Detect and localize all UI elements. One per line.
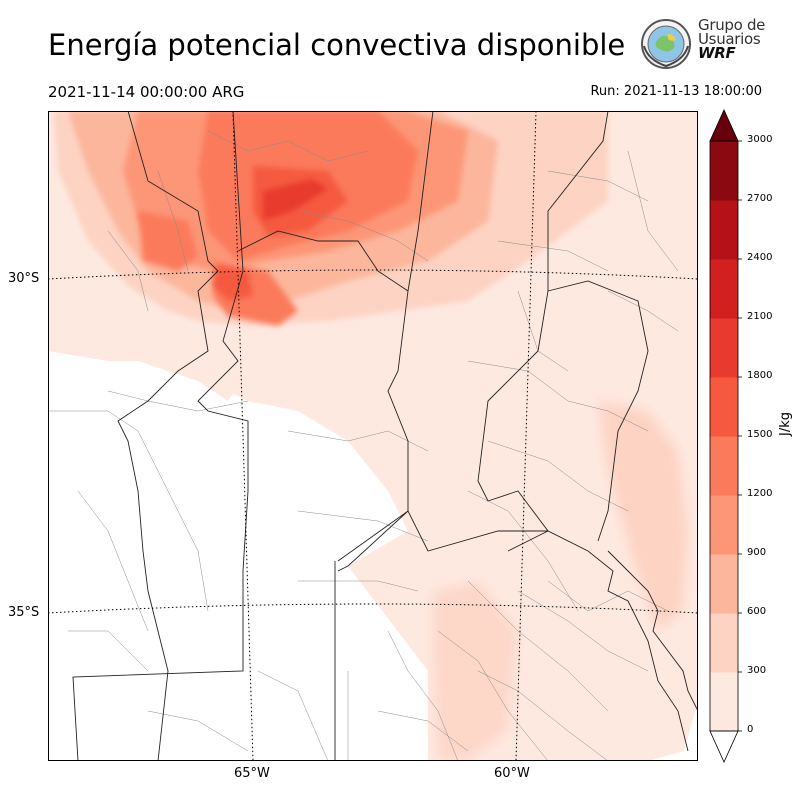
lat-label-35s: 35°S: [8, 605, 40, 620]
province-lines: [72, 111, 698, 761]
colorbar-bin-1200: [710, 436, 738, 496]
colorbar-extend-min: [709, 730, 739, 763]
province-cordoba-north: [237, 230, 409, 572]
colorbar-tick-label: 3000: [747, 134, 773, 145]
colorbar-bin-2700: [710, 141, 738, 201]
colorbar-bin-900: [710, 495, 738, 555]
cape-band-300-600-south: [433, 581, 518, 761]
province-entre-rios: [547, 280, 649, 542]
colorbar-bin-2400: [710, 200, 738, 260]
colorbar-tick-label: 1200: [747, 488, 773, 499]
department-lines: [48, 130, 679, 761]
colorbar-tick-label: 2400: [747, 252, 773, 263]
cape-band-1500-1800-south: [213, 266, 253, 301]
map-frame: [48, 111, 698, 761]
map-title: Energía potencial convectiva disponible: [48, 28, 626, 62]
lon-label-60w: 60°W: [494, 766, 530, 781]
meridian-60w: [515, 111, 537, 761]
logo-text: Grupo de Usuarios WRF: [698, 16, 766, 62]
wrf-logo: Grupo de Usuarios WRF: [638, 16, 768, 72]
colorbar-bin-300: [710, 613, 738, 673]
globe-emblem-icon: [641, 19, 691, 69]
colorbar-tick-label: 300: [747, 665, 767, 676]
province-west-boundary: [117, 111, 219, 761]
cape-field: [48, 111, 698, 761]
colorbar-unit: J/kg: [778, 412, 793, 436]
province-santa-fe-east: [477, 111, 609, 552]
parallel-35s: [48, 603, 698, 614]
colorbar-tick-label: 600: [747, 606, 767, 617]
colorbar-bin-1500: [710, 377, 738, 437]
meridian-65w: [232, 111, 254, 761]
cape-band-1200-1500-west: [138, 211, 198, 271]
run-time: Run: 2021-11-13 18:00:00: [590, 84, 762, 99]
cape-map: [48, 111, 698, 761]
colorbar-tick-label: 1500: [747, 429, 773, 440]
logo-line-1: Grupo de: [698, 16, 766, 34]
colorbar-tick-label: 2700: [747, 193, 773, 204]
colorbar: [709, 109, 742, 763]
colorbar-tick-label: 0: [747, 724, 754, 735]
province-cordoba-west: [72, 111, 249, 761]
lat-label-30s: 30°S: [8, 271, 40, 286]
graticule: [48, 111, 698, 761]
colorbar-tick-label: 1800: [747, 370, 773, 381]
colorbar-tick-label: 900: [747, 547, 767, 558]
cape-band-300-600-east: [598, 401, 688, 631]
admin-boundaries: [48, 111, 698, 761]
logo-line-3: WRF: [698, 44, 736, 62]
colorbar-extend-max: [709, 109, 739, 142]
logo-line-2: Usuarios: [698, 30, 761, 48]
colorbar-bin-1800: [710, 318, 738, 378]
colorbar-bin-2100: [710, 259, 738, 319]
cape-band-1800-2100: [263, 179, 328, 221]
colorbar-tick-label: 2100: [747, 311, 773, 322]
province-santa-fe-west: [407, 111, 434, 292]
province-buenos-aires: [337, 510, 689, 752]
lon-label-65w: 65°W: [234, 766, 270, 781]
colorbar-bin-600: [710, 554, 738, 614]
parallel-30s: [48, 269, 698, 280]
coastline-rio-de-la-plata: [607, 550, 698, 712]
colorbar-bin-0: [710, 672, 738, 732]
valid-time: 2021-11-14 00:00:00 ARG: [48, 83, 245, 101]
